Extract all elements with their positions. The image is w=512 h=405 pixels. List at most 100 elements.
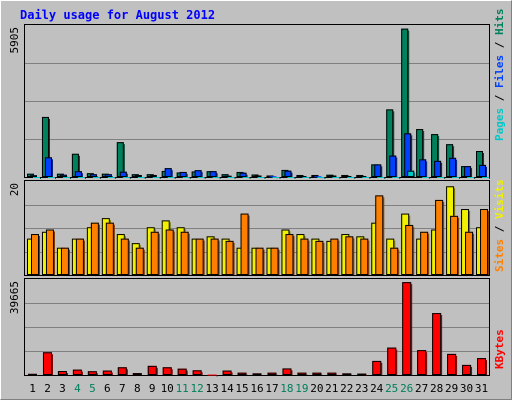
kbytes-bar-day-29-fill bbox=[447, 354, 456, 375]
day-label-11: 11 bbox=[176, 382, 189, 395]
kbytes-bar-day-31 bbox=[477, 358, 487, 375]
ylabel-separator: / bbox=[493, 219, 506, 239]
pages-bar-day-29-fill bbox=[452, 177, 459, 178]
kbytes-bar-day-2-fill bbox=[43, 352, 52, 375]
kbytes-bar-day-31-fill bbox=[477, 358, 486, 375]
kbytes-bar-day-29 bbox=[447, 354, 457, 375]
sites-bar-day-20-fill bbox=[315, 241, 323, 275]
pages-bar-day-18-fill bbox=[287, 177, 294, 178]
files-bar-day-25 bbox=[389, 156, 397, 177]
day-label-3: 3 bbox=[59, 382, 66, 395]
sites-bar-day-10 bbox=[166, 230, 175, 276]
day-label-13: 13 bbox=[205, 382, 218, 395]
pages-bar-day-10-fill bbox=[168, 177, 175, 178]
kbytes-bar-day-10 bbox=[163, 367, 173, 375]
sites-bar-day-12-fill bbox=[196, 239, 204, 275]
kbytes-bar-day-19 bbox=[297, 373, 307, 375]
files-bar-day-28 bbox=[434, 161, 442, 177]
day-label-26: 26 bbox=[400, 382, 413, 395]
sites-bar-day-14-fill bbox=[226, 241, 234, 275]
day-label-2: 2 bbox=[44, 382, 51, 395]
pages-bar-day-24-fill bbox=[377, 177, 384, 178]
sites-bar-day-31 bbox=[480, 209, 489, 275]
sites-bar-day-25 bbox=[390, 248, 399, 275]
sites-bar-day-22 bbox=[345, 236, 354, 275]
pages-bar-day-5-fill bbox=[93, 177, 100, 178]
kbytes-bar-day-14 bbox=[223, 371, 233, 375]
day-label-9: 9 bbox=[149, 382, 156, 395]
sites-bar-day-26 bbox=[405, 225, 414, 275]
sites-bar-day-3-fill bbox=[61, 248, 69, 275]
day-label-27: 27 bbox=[415, 382, 428, 395]
sites-bar-day-18 bbox=[285, 234, 294, 275]
files-bar-day-30-fill bbox=[464, 166, 471, 177]
day-label-30: 30 bbox=[460, 382, 473, 395]
day-label-10: 10 bbox=[161, 382, 174, 395]
files-bar-day-8 bbox=[135, 175, 143, 177]
files-bar-day-24 bbox=[374, 164, 382, 177]
pages-bar-day-19-fill bbox=[302, 177, 309, 178]
pages-bar-day-20-fill bbox=[317, 177, 324, 178]
sites-bar-day-19 bbox=[300, 239, 309, 275]
sites-bar-day-15-fill bbox=[241, 214, 249, 275]
files-bar-day-30 bbox=[464, 166, 472, 177]
day-label-12: 12 bbox=[190, 382, 203, 395]
sites-bar-day-21-fill bbox=[330, 239, 338, 275]
sites-bar-day-13 bbox=[211, 239, 220, 275]
day-label-17: 17 bbox=[265, 382, 278, 395]
pages-bar-day-17-fill bbox=[272, 177, 279, 178]
ymax-label-1: 20 bbox=[8, 183, 21, 196]
files-bar-day-31-fill bbox=[479, 165, 486, 177]
pages-bar-day-7-fill bbox=[123, 177, 130, 178]
sites-bar-day-6 bbox=[106, 223, 115, 275]
files-bar-day-31 bbox=[479, 165, 487, 177]
sites-bar-day-24-fill bbox=[375, 195, 383, 275]
kbytes-bar-day-25 bbox=[387, 348, 397, 375]
kbytes-bar-day-24-fill bbox=[372, 361, 381, 375]
pages-bar-day-6-fill bbox=[108, 177, 115, 178]
ylabel-pages: Pages bbox=[493, 108, 506, 141]
files-bar-day-6 bbox=[105, 174, 113, 177]
day-label-6: 6 bbox=[104, 382, 111, 395]
day-label-20: 20 bbox=[310, 382, 323, 395]
pages-bar-day-8-fill bbox=[138, 177, 145, 178]
files-bar-day-11 bbox=[180, 172, 188, 177]
kbytes-bar-day-7 bbox=[118, 367, 128, 375]
files-bar-day-4 bbox=[75, 171, 83, 177]
kbytes-bar-day-28-fill bbox=[432, 313, 441, 375]
sites-bar-day-11-fill bbox=[181, 232, 189, 275]
files-bar-day-29 bbox=[449, 158, 457, 177]
kbytes-bar-day-9-fill bbox=[148, 366, 157, 375]
files-bar-day-16-outline bbox=[255, 176, 261, 177]
ylabel-separator: / bbox=[493, 35, 506, 55]
day-label-14: 14 bbox=[220, 382, 234, 395]
kbytes-bar-day-6 bbox=[103, 371, 113, 375]
sites-bar-day-20 bbox=[315, 241, 324, 275]
pages-bar-day-2-fill bbox=[48, 177, 55, 178]
pages-bar-day-25-fill bbox=[392, 177, 399, 178]
sites-bar-day-17 bbox=[270, 248, 279, 275]
sites-bar-day-27 bbox=[420, 232, 429, 275]
kbytes-bar-day-24 bbox=[372, 361, 382, 375]
kbytes-bar-day-10-fill bbox=[163, 367, 172, 375]
sites-bar-day-5 bbox=[91, 223, 100, 275]
pages-bar-day-30-fill bbox=[467, 177, 474, 178]
sites-bar-day-13-fill bbox=[211, 239, 219, 275]
day-label-23: 23 bbox=[355, 382, 368, 395]
kbytes-bar-day-30-fill bbox=[462, 365, 471, 375]
sites-bar-day-8-fill bbox=[136, 248, 144, 275]
files-bar-day-26-fill bbox=[404, 133, 411, 177]
day-label-22: 22 bbox=[340, 382, 353, 395]
pages-bar-day-3-fill bbox=[63, 177, 70, 178]
sites-bar-day-6-fill bbox=[106, 223, 114, 275]
pages-bar-day-22-fill bbox=[347, 177, 354, 178]
files-bar-day-2 bbox=[45, 157, 53, 177]
day-label-18: 18 bbox=[280, 382, 293, 395]
pages-bar-day-16-fill bbox=[258, 177, 265, 178]
day-label-24: 24 bbox=[370, 382, 384, 395]
sites-bar-day-3 bbox=[61, 248, 70, 275]
kbytes-bar-day-12 bbox=[193, 370, 203, 375]
